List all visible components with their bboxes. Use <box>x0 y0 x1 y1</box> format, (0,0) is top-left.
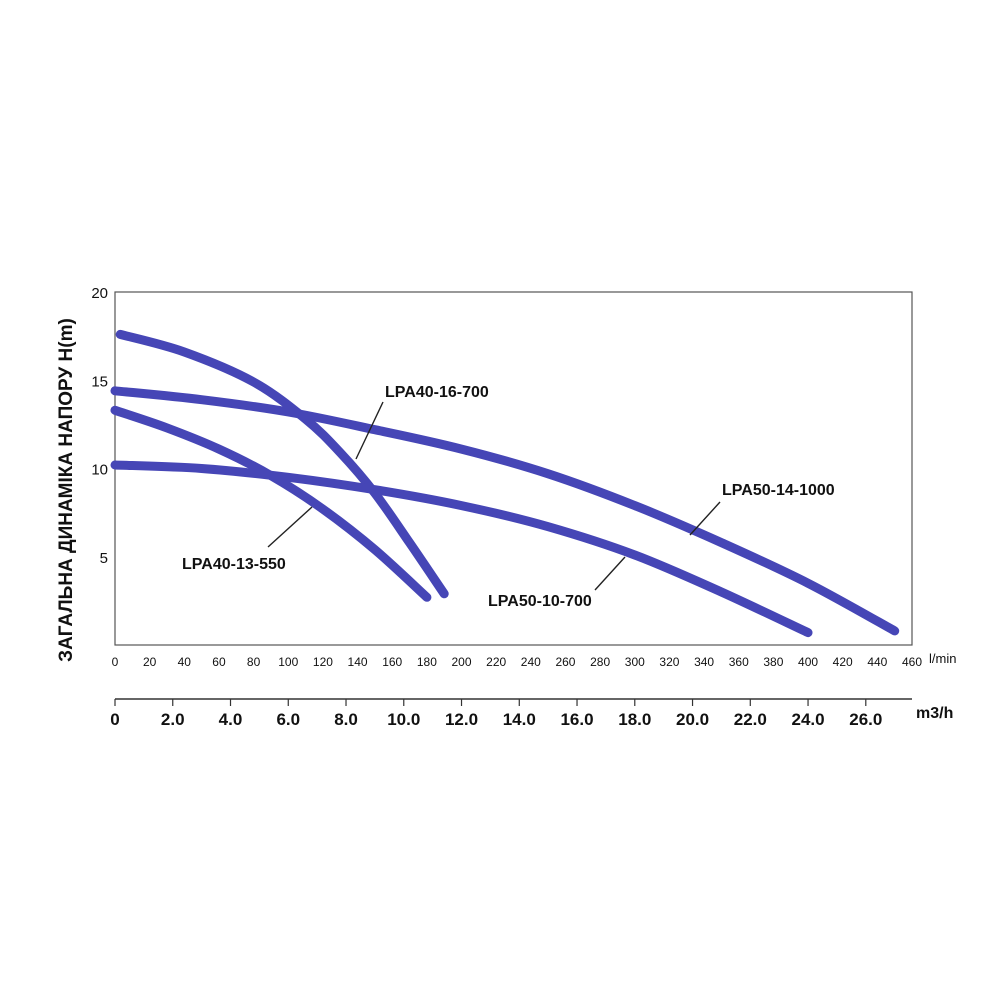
curve-lpa50-14-1000 <box>110 386 900 636</box>
x-tick-label: 240 <box>521 655 541 669</box>
x-tick-label: 400 <box>798 655 818 669</box>
secondary-tick-label: 6.0 <box>276 710 300 729</box>
x-tick-label: 380 <box>763 655 783 669</box>
pump-curves <box>110 329 900 638</box>
curve-lpa50-10-700 <box>110 460 813 638</box>
x-axis-unit: l/min <box>929 651 956 666</box>
secondary-axis-unit: m3/h <box>916 705 953 722</box>
x-tick-label: 20 <box>143 655 157 669</box>
x-tick-label: 260 <box>555 655 575 669</box>
secondary-tick-label: 4.0 <box>219 710 243 729</box>
x-tick-label: 340 <box>694 655 714 669</box>
leader-line <box>594 556 626 591</box>
y-tick-label: 20 <box>91 285 108 302</box>
x-tick-label: 200 <box>452 655 472 669</box>
x-tick-label: 220 <box>486 655 506 669</box>
leader-line <box>267 506 313 548</box>
curve-label: LPA50-14-1000 <box>722 482 835 499</box>
secondary-tick-label: 20.0 <box>676 710 709 729</box>
secondary-tick-label: 22.0 <box>734 710 767 729</box>
secondary-tick-label: 8.0 <box>334 710 358 729</box>
x-tick-label: 440 <box>867 655 887 669</box>
x-tick-label: 40 <box>178 655 192 669</box>
x-tick-label: 100 <box>278 655 298 669</box>
x-tick-label: 180 <box>417 655 437 669</box>
y-axis-label: ЗАГАЛЬНА ДИНАМІКА НАПОРУ H(m) <box>56 318 77 662</box>
secondary-tick-label: 10.0 <box>387 710 420 729</box>
curve-labels: LPA40-16-700 LPA40-13-550 LPA50-14-1000 LPA… <box>182 384 835 610</box>
leader-line <box>355 401 384 460</box>
secondary-tick-label: 16.0 <box>560 710 593 729</box>
y-tick-label: 10 <box>91 462 108 479</box>
x-tick-label: 60 <box>212 655 226 669</box>
secondary-axis-ticks: 0 2.0 4.0 6.0 8.0 10.0 12.0 14.0 16.0 18.0 20.0 22.… <box>110 699 882 729</box>
y-ticks: 5 10 15 20 <box>91 285 108 567</box>
x-ticks: 0 20 40 60 80 100 120 140 160 180 200 220 240 260 280 3… <box>112 655 923 669</box>
curve-lpa40-16-700 <box>115 329 449 599</box>
secondary-tick-label: 24.0 <box>791 710 824 729</box>
y-tick-label: 15 <box>91 373 108 390</box>
curve-label: LPA40-16-700 <box>385 384 489 401</box>
x-tick-label: 320 <box>659 655 679 669</box>
x-tick-label: 140 <box>348 655 368 669</box>
secondary-tick-label: 18.0 <box>618 710 651 729</box>
x-tick-label: 420 <box>833 655 853 669</box>
x-tick-label: 0 <box>112 655 119 669</box>
secondary-tick-label: 26.0 <box>849 710 882 729</box>
x-tick-label: 280 <box>590 655 610 669</box>
secondary-tick-label: 0 <box>110 710 119 729</box>
x-tick-label: 80 <box>247 655 261 669</box>
y-tick-label: 5 <box>100 550 108 567</box>
x-tick-label: 160 <box>382 655 402 669</box>
curve-label: LPA50-10-700 <box>488 593 592 610</box>
x-tick-label: 460 <box>902 655 922 669</box>
x-tick-label: 120 <box>313 655 333 669</box>
secondary-tick-label: 12.0 <box>445 710 478 729</box>
secondary-tick-label: 2.0 <box>161 710 185 729</box>
curve-label: LPA40-13-550 <box>182 556 286 573</box>
x-tick-label: 360 <box>729 655 749 669</box>
leader-line <box>689 501 721 536</box>
x-tick-label: 300 <box>625 655 645 669</box>
secondary-tick-label: 14.0 <box>503 710 536 729</box>
